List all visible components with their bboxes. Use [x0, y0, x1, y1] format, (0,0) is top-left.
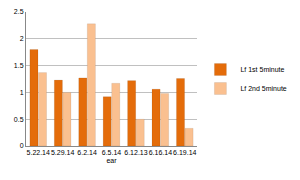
svg-text:Lf 2nd 5minute: Lf 2nd 5minute	[240, 85, 286, 92]
svg-text:2.5: 2.5	[14, 8, 24, 15]
svg-text:Lf 1st 5minute: Lf 1st 5minute	[240, 66, 284, 73]
svg-text:6.12.13: 6.12.13	[124, 149, 147, 156]
svg-text:5.22.14: 5.22.14	[27, 149, 50, 156]
svg-text:1.5: 1.5	[14, 62, 24, 69]
svg-text:6.2.14: 6.2.14	[77, 149, 97, 156]
svg-text:0.5: 0.5	[14, 116, 24, 123]
svg-text:6.5.14: 6.5.14	[102, 149, 122, 156]
svg-text:6.16.14: 6.16.14	[149, 149, 172, 156]
svg-text:5.29.14: 5.29.14	[51, 149, 74, 156]
svg-text:ear: ear	[106, 157, 117, 164]
svg-text:1: 1	[20, 89, 24, 96]
svg-text:2: 2	[20, 35, 24, 42]
svg-text:6.19.14: 6.19.14	[173, 149, 196, 156]
svg-text:0: 0	[20, 142, 24, 149]
